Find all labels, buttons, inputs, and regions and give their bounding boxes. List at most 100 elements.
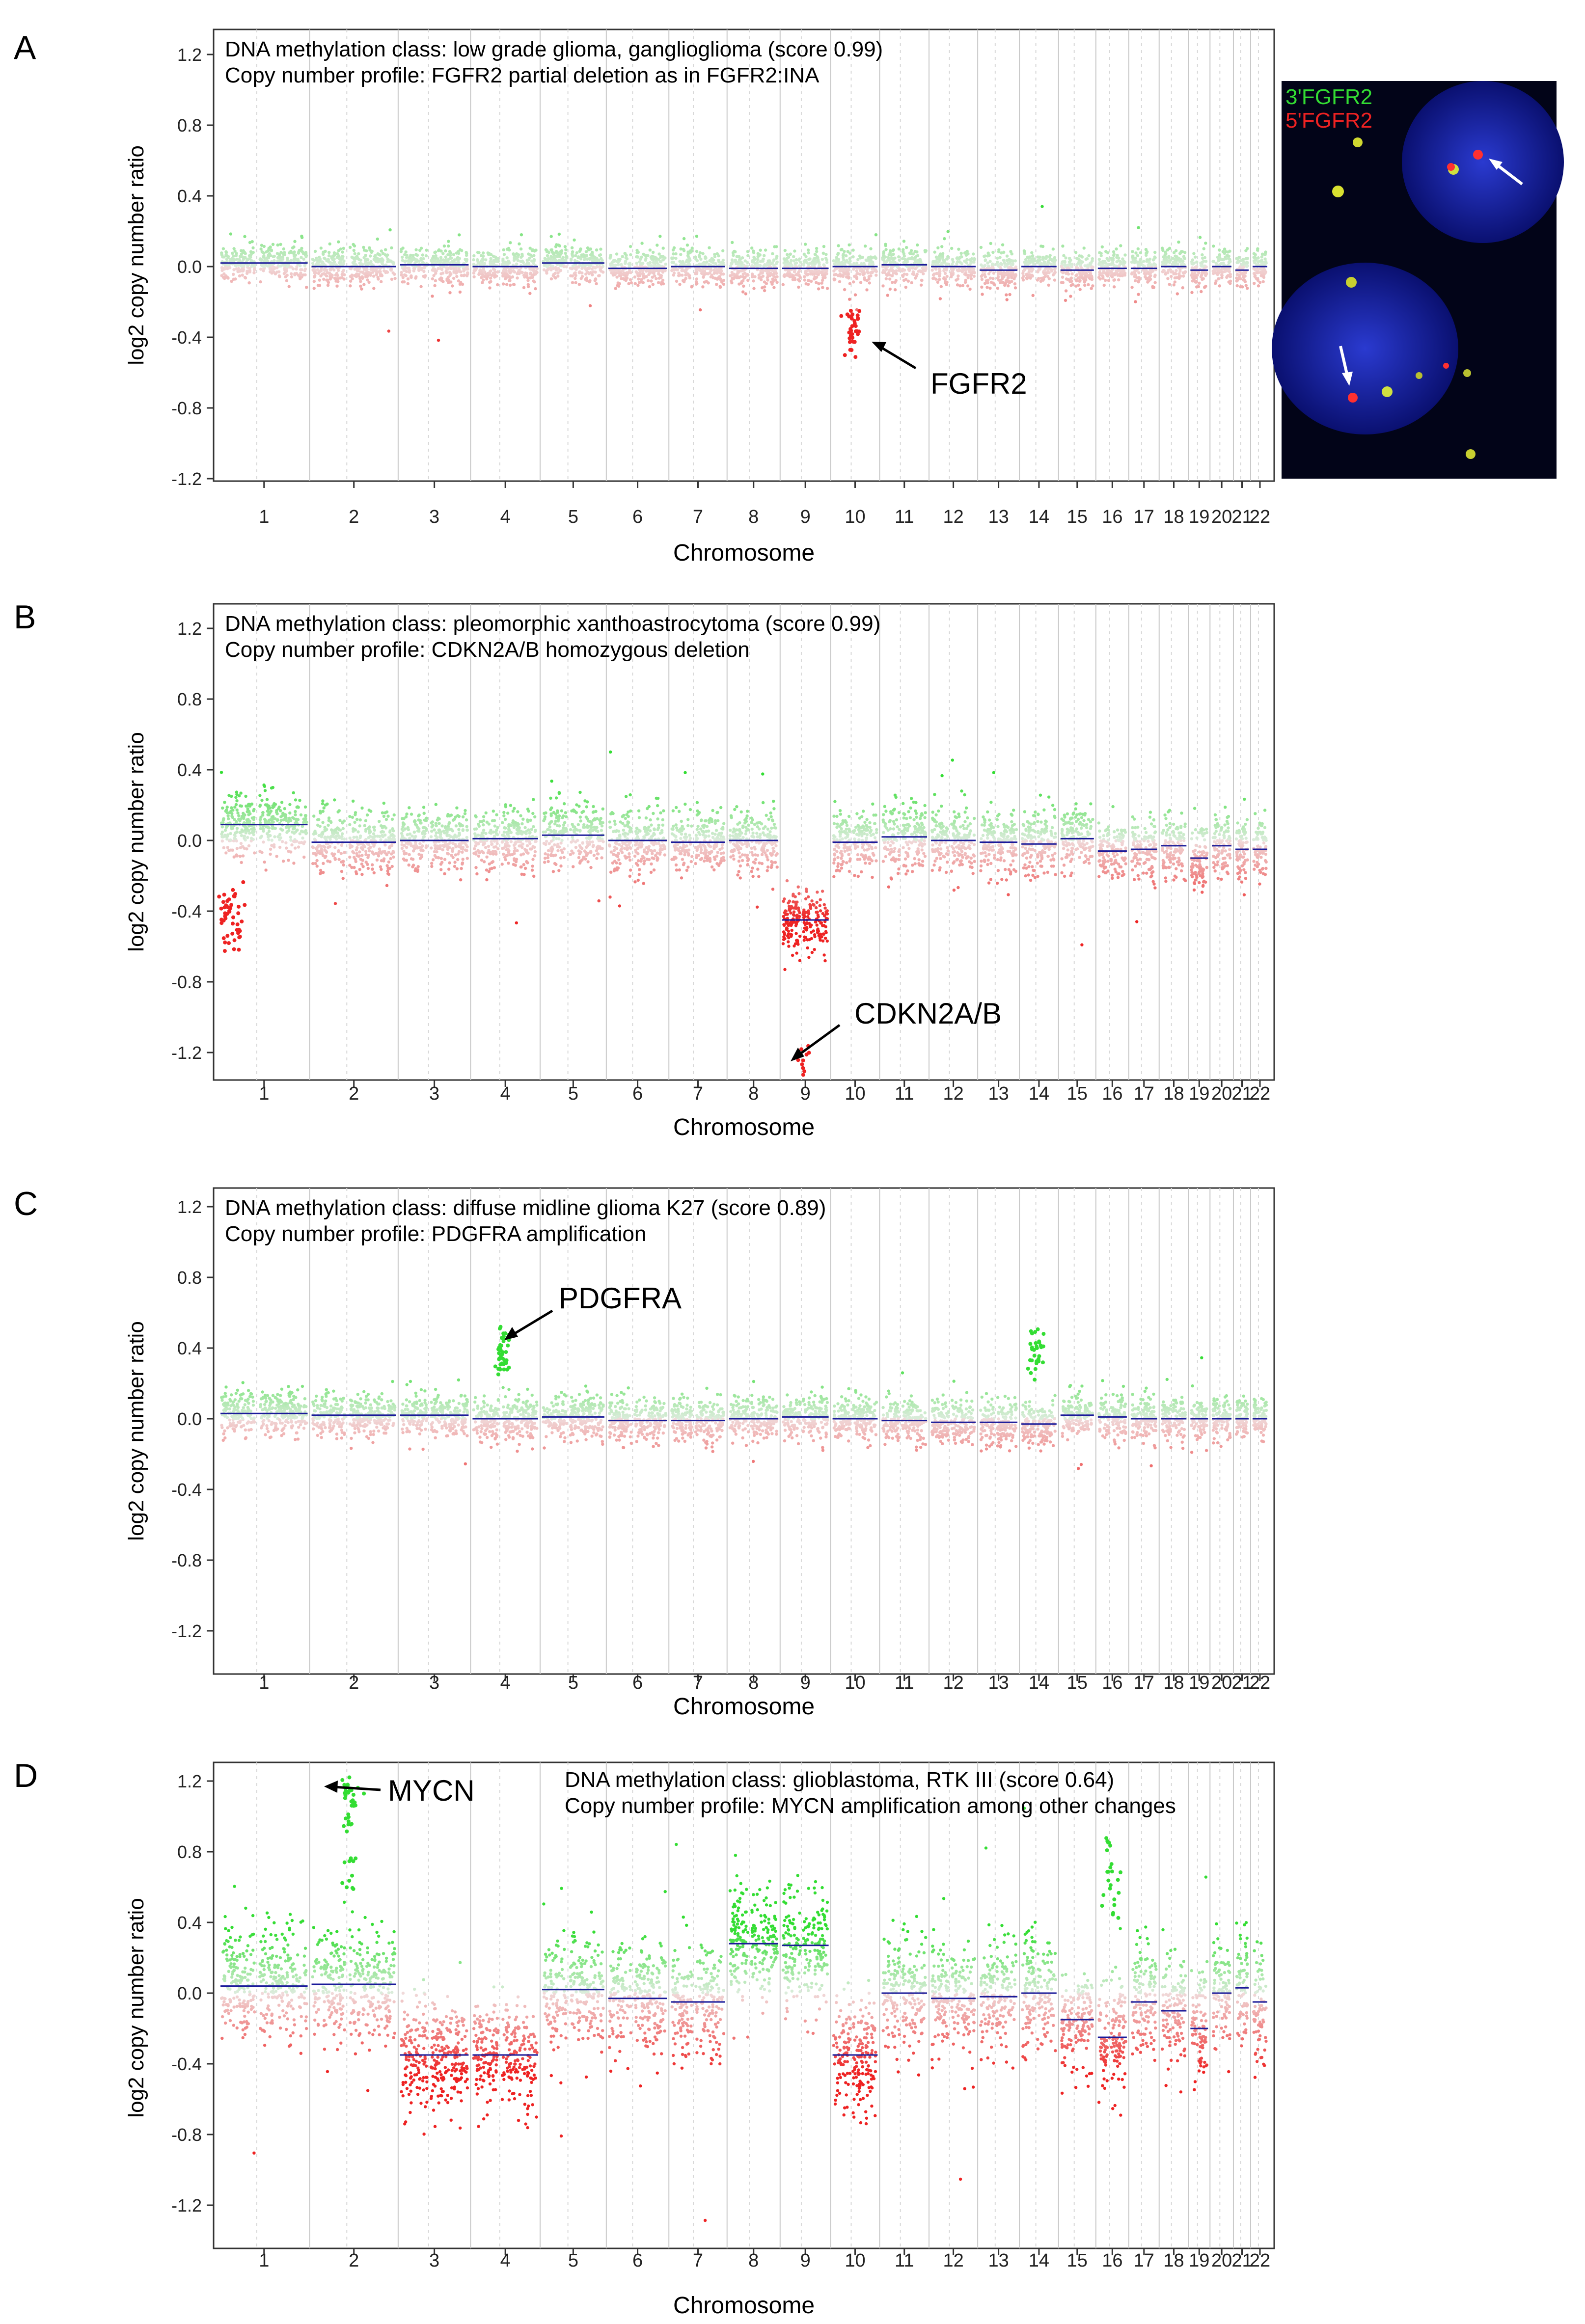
- annotation-label-a: FGFR2: [930, 367, 1027, 400]
- data-point: [352, 248, 355, 252]
- data-point: [319, 269, 323, 272]
- data-point: [1137, 226, 1140, 229]
- data-point: [1130, 272, 1134, 276]
- data-point: [365, 257, 369, 261]
- data-point: [438, 277, 441, 281]
- data-point: [1261, 280, 1265, 284]
- data-point: [697, 254, 701, 257]
- data-point: [1244, 271, 1247, 274]
- data-point: [690, 246, 694, 250]
- data-point: [1169, 268, 1173, 271]
- data-point: [339, 260, 342, 264]
- data-point: [967, 269, 971, 273]
- data-point: [1227, 261, 1231, 264]
- data-point: [526, 276, 530, 280]
- data-point: [554, 276, 557, 280]
- data-point: [943, 237, 946, 241]
- data-point: [868, 257, 872, 261]
- panel-letter-d: D: [14, 1757, 38, 1794]
- data-point: [952, 260, 955, 264]
- data-point: [846, 250, 850, 253]
- data-point: [752, 251, 756, 254]
- data-point: [262, 840, 265, 844]
- data-point: [235, 820, 238, 823]
- data-point: [241, 273, 244, 277]
- data-point: [964, 278, 968, 282]
- data-point: [772, 259, 776, 262]
- data-point: [892, 270, 896, 273]
- data-point: [775, 275, 779, 278]
- data-point: [220, 267, 224, 270]
- data-point: [312, 287, 316, 290]
- data-point: [262, 265, 266, 269]
- data-point: [269, 852, 272, 856]
- data-point: [1256, 268, 1259, 271]
- data-point: [661, 246, 665, 250]
- data-point: [832, 269, 836, 273]
- data-point: [865, 288, 869, 292]
- data-point: [496, 283, 499, 287]
- data-point: [234, 277, 237, 281]
- data-point: [480, 260, 484, 263]
- fish-label-3prime: 3'FGFR2: [1285, 85, 1372, 109]
- data-point: [466, 271, 469, 274]
- data-point: [529, 253, 532, 257]
- data-point: [280, 840, 284, 843]
- data-point: [271, 243, 275, 246]
- data-point: [1003, 265, 1007, 268]
- data-point: [738, 264, 741, 268]
- data-point: [933, 250, 936, 254]
- data-point: [224, 851, 228, 855]
- data-point: [1167, 256, 1171, 259]
- data-point: [617, 260, 620, 264]
- data-point: [614, 271, 618, 275]
- data-point: [441, 252, 445, 255]
- data-point: [1178, 270, 1182, 273]
- data-point: [289, 249, 293, 253]
- data-point: [237, 814, 241, 817]
- data-point: [741, 279, 745, 283]
- data-point: [1049, 258, 1053, 261]
- data-point: [472, 254, 476, 258]
- data-point: [745, 273, 749, 277]
- data-point: [1123, 273, 1127, 277]
- data-point: [623, 271, 626, 275]
- data-point: [225, 808, 228, 812]
- focal-point: [843, 353, 847, 357]
- data-point: [648, 261, 652, 265]
- data-point: [304, 820, 308, 824]
- data-point: [711, 261, 715, 265]
- data-point: [457, 251, 461, 255]
- data-point: [1134, 251, 1138, 255]
- data-point: [1143, 264, 1146, 268]
- data-point: [757, 273, 761, 277]
- data-point: [577, 255, 580, 259]
- data-point: [380, 280, 383, 283]
- data-point: [906, 279, 910, 283]
- data-point: [1006, 279, 1010, 283]
- data-point: [760, 275, 763, 279]
- data-point: [1037, 258, 1040, 262]
- data-point: [580, 267, 584, 270]
- data-point: [546, 254, 549, 257]
- data-point: [833, 262, 836, 266]
- data-point: [282, 818, 285, 822]
- data-point: [496, 270, 499, 273]
- data-point: [372, 287, 376, 290]
- data-point: [321, 252, 325, 256]
- data-point: [1202, 247, 1205, 250]
- data-point: [688, 263, 691, 266]
- data-point: [869, 271, 873, 274]
- data-point: [674, 257, 678, 260]
- data-point: [1026, 263, 1030, 266]
- data-point: [221, 247, 225, 250]
- data-point: [265, 798, 269, 801]
- data-point: [924, 267, 928, 270]
- data-point: [357, 252, 360, 256]
- data-point: [635, 262, 638, 265]
- data-point: [484, 272, 488, 276]
- data-point: [1117, 278, 1120, 282]
- panel-letter-b: B: [14, 598, 36, 636]
- data-point: [238, 255, 242, 258]
- data-point: [794, 261, 798, 265]
